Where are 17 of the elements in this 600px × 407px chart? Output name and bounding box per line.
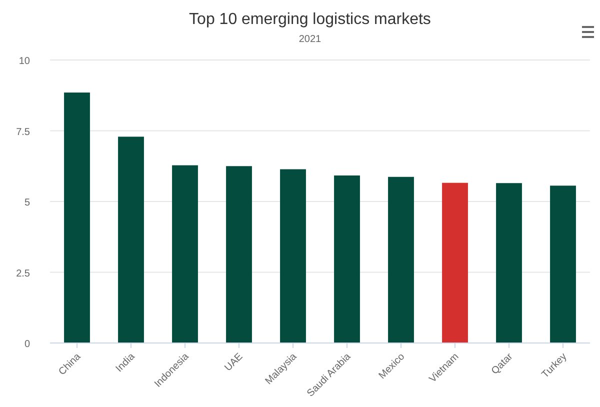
y-tick-label: 0 <box>24 339 30 350</box>
y-tick-label: 5 <box>24 198 30 208</box>
chart-subtitle: 2021 <box>298 34 322 45</box>
bar <box>388 176 414 343</box>
bar <box>118 136 144 343</box>
bar <box>64 92 90 343</box>
bar <box>172 165 198 343</box>
chart-title: Top 10 emerging logistics markets <box>189 11 431 28</box>
bar <box>550 186 576 343</box>
bar <box>226 166 252 343</box>
bar <box>280 169 306 343</box>
bar <box>334 175 360 343</box>
y-tick-label: 10 <box>18 56 30 67</box>
y-tick-label: 7.5 <box>16 126 30 138</box>
bar <box>496 183 522 343</box>
bar <box>442 182 468 343</box>
y-tick-label: 2.5 <box>16 268 30 280</box>
